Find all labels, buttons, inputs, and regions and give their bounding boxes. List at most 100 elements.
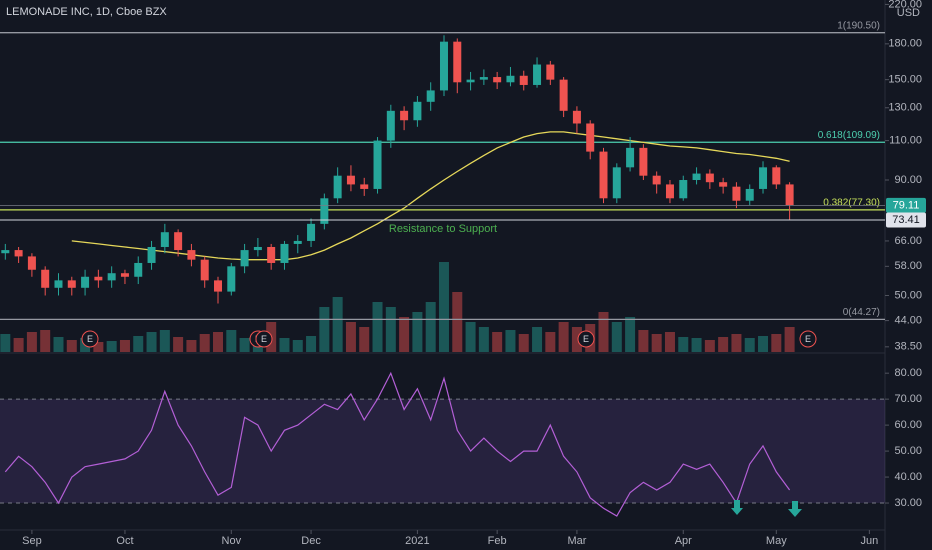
candle-body [386,110,395,141]
level-label: 0.382(77.30) [823,198,880,209]
price-badge-label: 79.11 [893,199,920,211]
y-tick-label: 80.00 [894,367,922,379]
candle-body [293,240,302,244]
candle-body [759,167,768,189]
arrow [731,500,743,515]
y-tick-label: 90.00 [894,174,922,186]
volume-bar [372,302,383,352]
earnings-label: E [805,334,811,344]
y-tick-label: 220.00 [888,0,922,10]
volume-bar [292,340,303,352]
volume-bar [784,327,795,352]
volume-bar [758,336,769,352]
candle-body [612,167,621,199]
candle-body [719,182,728,187]
x-tick-label: 2021 [405,535,429,547]
volume-bar [545,332,556,352]
candle-body [453,41,462,83]
candle-body [533,64,542,85]
candle-body [426,90,435,102]
candle-body [692,173,701,181]
y-tick-label: 40.00 [894,471,922,483]
volume-bar [159,330,170,352]
candle-body [54,280,63,288]
x-tick-label: Oct [116,535,133,547]
x-tick-label: Jun [860,535,878,547]
volume-bar [319,307,330,352]
candle-body [400,110,409,121]
volume-bar [359,327,370,352]
x-tick-label: Mar [567,535,586,547]
y-tick-label: 180.00 [888,38,922,50]
candle-body [652,175,661,185]
volume-bar [133,336,144,352]
x-tick-label: Nov [222,535,242,547]
candle-body [572,110,581,124]
volume-bar [0,334,11,352]
low-badge-label: 73.41 [892,214,920,226]
volume-bar [332,297,343,352]
volume-bar [438,262,449,352]
y-tick-label: 130.00 [888,102,922,114]
candle-body [174,232,183,251]
volume-bar [106,341,117,352]
rsi-band [0,399,885,504]
volume-bar [213,332,224,352]
volume-bar [771,334,782,352]
candle-body [745,188,754,201]
volume-bar [651,334,662,352]
volume-bar [718,337,729,352]
y-tick-label: 44.00 [894,315,922,327]
volume-bar [306,336,317,352]
x-tick-label: May [766,535,787,547]
candle-body [267,246,276,263]
candle-body [346,175,355,185]
volume-bar [691,338,702,352]
level-label: 1(190.50) [837,20,880,31]
volume-bar [385,307,396,352]
candle-body [147,246,156,263]
volume-bar [678,337,689,352]
candle-body [14,250,23,257]
earnings-marker [255,330,273,348]
candle-body [413,101,422,121]
candle-body [732,186,741,201]
earnings-marker [799,330,817,348]
candle-body [200,259,209,281]
price-badge [886,197,926,213]
candle-body [439,41,448,91]
volume-bar [13,338,24,352]
volume-bar [239,338,250,352]
y-tick-label: 30.00 [894,497,922,509]
y-tick-label: 58.00 [894,260,922,272]
volume-bar [26,332,37,352]
candle-body [705,173,714,183]
candle-body [187,250,196,260]
volume-bar [505,330,516,352]
level-label: 0(44.27) [843,307,880,318]
candle-body [665,184,674,199]
y-tick-label: 50.00 [894,289,922,301]
earnings-label: E [87,334,93,344]
y-tick-label: 70.00 [894,393,922,405]
volume-bar [279,338,290,352]
candle-body [785,184,794,206]
candle-body [81,276,90,288]
volume-bar [704,340,715,352]
candle-body [280,243,289,263]
volume-bar [492,332,503,352]
volume-bar [558,322,569,352]
volume-bar [598,312,609,352]
volume-bar [399,317,410,352]
volume-bar [40,330,51,352]
candle-body [307,223,316,241]
y-tick-label: 60.00 [894,419,922,431]
y-tick-label: 50.00 [894,445,922,457]
earnings-marker [577,330,595,348]
volume-bar [66,340,77,352]
chart-title: LEMONADE INC, 1D, Cboe BZX [6,6,167,18]
volume-bar [173,337,184,352]
volume-bar [744,338,755,352]
candle-body [493,77,502,83]
